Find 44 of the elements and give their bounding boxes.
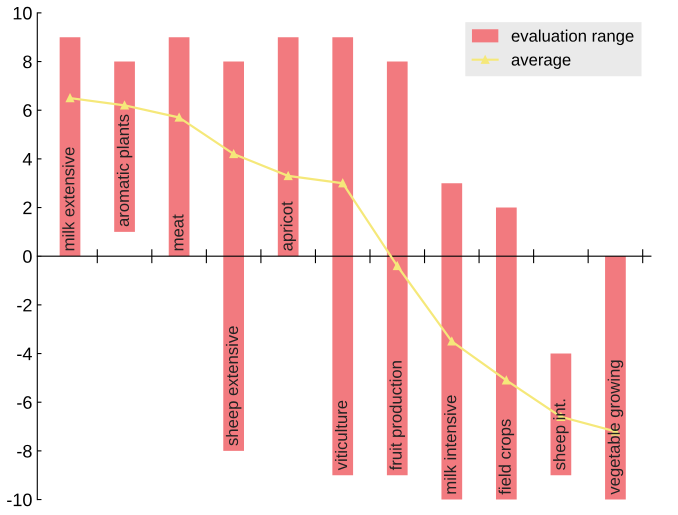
bar <box>278 37 299 256</box>
x-tick-label: sheep extensive <box>226 326 242 446</box>
y-tick-label: 0 <box>23 250 32 263</box>
point <box>229 150 238 158</box>
bar <box>223 62 244 451</box>
x-tick-label: field crops <box>498 419 514 494</box>
y-tick-label: 6 <box>23 104 32 117</box>
y-tick-label: -10 <box>7 493 32 506</box>
bar <box>550 354 572 476</box>
point <box>174 113 184 122</box>
bar <box>496 208 517 500</box>
legend-label: evaluation range <box>512 30 634 46</box>
x-tick-label: viticulture <box>334 400 348 470</box>
y-tick-label: -6 <box>17 396 32 409</box>
point <box>502 376 511 384</box>
bar <box>114 62 135 232</box>
bar <box>386 62 408 476</box>
bar <box>60 37 80 256</box>
point <box>448 337 456 346</box>
y-tick-label: 2 <box>23 201 32 214</box>
point <box>120 101 129 110</box>
point <box>393 262 402 270</box>
y-tick-label: -8 <box>17 444 32 458</box>
x-tick-label: apricot <box>280 201 296 251</box>
y-tick-label: -2 <box>17 298 32 312</box>
bar <box>441 183 462 500</box>
bar <box>605 256 626 500</box>
x-tick-label: milk intensive <box>444 395 456 494</box>
x-tick-label: milk extensive <box>62 147 74 250</box>
y-tick-label: 10 <box>14 6 32 20</box>
point <box>338 179 347 188</box>
point <box>284 172 292 180</box>
bar <box>168 37 190 256</box>
y-tick-label: 8 <box>23 55 32 68</box>
x-tick-label: meat <box>172 214 184 250</box>
point <box>66 94 74 102</box>
y-tick-label: -4 <box>17 348 32 360</box>
x-tick-label: fruit production <box>389 361 406 470</box>
y-tick-label: 4 <box>22 153 32 166</box>
legend-label: average <box>512 56 570 69</box>
x-tick-label: vegetable growing <box>608 360 624 495</box>
bar <box>332 37 354 476</box>
x-tick-label: aromatic plants <box>116 114 132 226</box>
x-tick-label: sheep int. <box>553 400 569 470</box>
